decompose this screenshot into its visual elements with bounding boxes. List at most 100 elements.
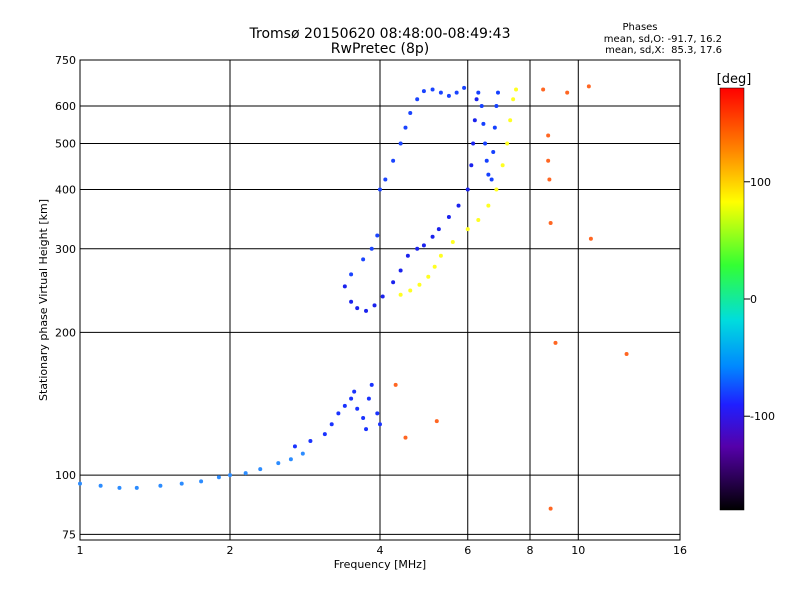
data-point xyxy=(415,97,420,102)
x-tick-label: 8 xyxy=(527,544,534,557)
data-point xyxy=(405,253,410,258)
data-point xyxy=(489,177,494,182)
colorbar-tick-label: 100 xyxy=(750,176,771,189)
data-point xyxy=(548,221,553,226)
data-point xyxy=(216,475,221,480)
x-tick-label: 1 xyxy=(77,544,84,557)
data-point xyxy=(322,432,327,437)
data-point xyxy=(546,158,551,163)
data-point xyxy=(361,257,366,262)
data-point xyxy=(361,415,366,420)
data-point xyxy=(486,172,491,177)
colorbar-tick-label: 0 xyxy=(750,293,757,306)
data-point xyxy=(450,240,455,245)
data-point xyxy=(391,158,396,163)
data-point xyxy=(421,243,426,248)
data-point xyxy=(500,163,505,168)
y-tick-label: 600 xyxy=(55,100,76,113)
phase-colorbar xyxy=(719,87,745,511)
data-point xyxy=(481,121,486,126)
data-point xyxy=(474,97,479,102)
data-point xyxy=(495,90,500,95)
data-point xyxy=(415,246,420,251)
data-point xyxy=(364,427,369,432)
data-point xyxy=(329,422,334,427)
data-point xyxy=(514,87,519,92)
data-point xyxy=(624,352,629,357)
data-point xyxy=(472,118,477,123)
data-point xyxy=(548,506,553,511)
data-point xyxy=(505,141,510,146)
data-point xyxy=(430,87,435,92)
data-point xyxy=(364,308,369,313)
data-point xyxy=(553,340,558,345)
data-point xyxy=(179,481,184,486)
data-point xyxy=(462,85,467,90)
data-point xyxy=(588,236,593,241)
data-point xyxy=(456,203,461,208)
data-point xyxy=(352,389,357,394)
y-tick-label: 75 xyxy=(62,528,76,541)
data-point xyxy=(426,274,431,279)
data-point xyxy=(430,234,435,239)
data-point xyxy=(342,403,347,408)
data-point xyxy=(398,292,403,297)
data-point xyxy=(446,93,451,98)
y-tick-label: 100 xyxy=(55,469,76,482)
data-point xyxy=(511,97,516,102)
data-point xyxy=(434,419,439,424)
data-point xyxy=(408,288,413,293)
data-point xyxy=(417,282,422,287)
data-point xyxy=(78,481,82,486)
data-point xyxy=(342,284,347,289)
data-point xyxy=(492,125,497,130)
data-point xyxy=(391,280,396,285)
data-point xyxy=(228,473,232,478)
data-point xyxy=(541,87,546,92)
phase-o-stats: mean, sd,O: -91.7, 16.2 xyxy=(604,34,722,45)
data-point xyxy=(375,411,380,416)
data-point xyxy=(288,457,293,462)
data-point xyxy=(421,89,426,94)
y-tick-labels: 75 100 200 300 400 500 600 750 xyxy=(55,54,76,541)
data-point xyxy=(476,217,481,222)
data-point xyxy=(292,444,297,449)
data-point xyxy=(300,451,305,456)
data-point xyxy=(484,158,489,163)
data-point xyxy=(380,294,385,299)
data-point xyxy=(547,177,552,182)
data-point xyxy=(403,125,408,130)
data-point xyxy=(383,177,388,182)
chart-subtitle: RwPretec (8p) xyxy=(331,41,429,57)
data-point xyxy=(432,264,437,269)
data-point xyxy=(258,467,263,472)
data-points xyxy=(78,84,629,511)
data-point xyxy=(508,118,513,123)
data-point xyxy=(454,90,459,95)
y-tick-label: 400 xyxy=(55,184,76,197)
chart-title: Tromsø 20150620 08:48:00-08:49:43 xyxy=(249,26,511,42)
x-tick-label: 16 xyxy=(673,544,687,557)
data-point xyxy=(308,439,313,444)
y-axis-label: Stationary phase Virtual Height [km] xyxy=(37,199,50,401)
x-tick-label: 6 xyxy=(464,544,471,557)
data-point xyxy=(438,253,443,258)
data-point xyxy=(546,133,551,138)
data-point xyxy=(369,246,374,251)
data-point xyxy=(469,163,474,168)
data-point xyxy=(199,479,204,484)
data-point xyxy=(375,233,380,238)
data-point xyxy=(565,90,570,95)
data-point xyxy=(355,406,360,411)
data-point xyxy=(134,485,139,490)
x-tick-label: 4 xyxy=(377,544,384,557)
data-point xyxy=(491,149,496,154)
data-point xyxy=(372,303,377,308)
data-point xyxy=(378,422,382,427)
colorbar-ticks: 100 0 -100 xyxy=(744,176,775,423)
data-point xyxy=(117,485,122,490)
data-point xyxy=(586,84,591,89)
data-point xyxy=(349,299,354,304)
